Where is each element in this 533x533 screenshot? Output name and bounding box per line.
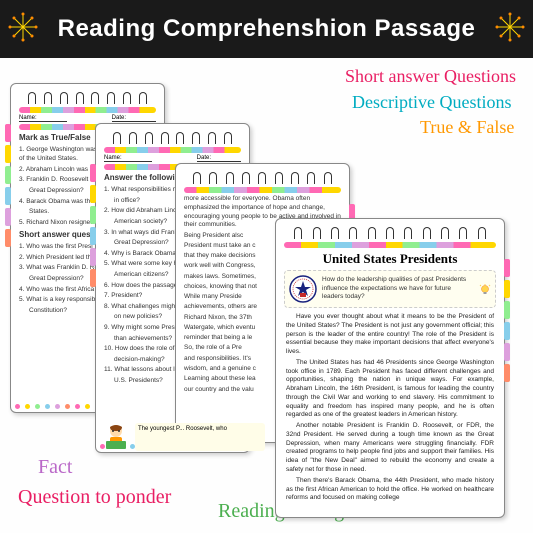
ponder-question-box: How do the leadership qualities of past … [284, 270, 496, 308]
label-true-false: True & False [420, 117, 514, 138]
label-fact: Fact [38, 456, 72, 479]
lightbulb-icon [479, 283, 491, 295]
rainbow-divider [284, 242, 496, 248]
name-date-row: Name: Date: [104, 155, 241, 162]
name-label: Name: [104, 155, 152, 162]
label-short-answer: Short answer Questions [345, 66, 516, 87]
spiral-binding [104, 132, 241, 144]
label-descriptive: Descriptive Questions [352, 92, 511, 113]
date-label: Date: [197, 155, 241, 162]
content-area: Short answer Questions Descriptive Quest… [0, 58, 533, 533]
date-label: Date: [112, 115, 156, 122]
fact-box: The youngest P... Roosevelt, who [135, 423, 265, 451]
side-tabs-right [504, 259, 510, 382]
rainbow-divider [104, 147, 241, 153]
rainbow-divider [19, 107, 156, 113]
rainbow-divider [184, 187, 341, 193]
label-ponder: Question to ponder [18, 486, 171, 509]
worksheet-main-passage: United States Presidents How do the lead… [275, 218, 505, 518]
passage-body: Have you ever thought about what it mean… [284, 311, 496, 507]
firework-icon-right [495, 12, 525, 42]
presidential-seal-icon [289, 275, 317, 303]
side-tabs-left [5, 124, 11, 247]
name-date-row: Name: Date: [19, 115, 156, 122]
side-tabs-left [90, 164, 96, 287]
name-label: Name: [19, 115, 67, 122]
spiral-binding [184, 172, 341, 184]
kid-reading-icon [100, 421, 132, 453]
passage-title: United States Presidents [284, 251, 496, 267]
spiral-binding [19, 92, 156, 104]
ponder-question-text: How do the leadership qualities of past … [322, 276, 474, 301]
page-title: Reading Comprehenshion Passage [58, 15, 476, 43]
firework-icon-left [8, 12, 38, 42]
spiral-binding [284, 227, 496, 239]
header: Reading Comprehenshion Passage [0, 0, 533, 58]
